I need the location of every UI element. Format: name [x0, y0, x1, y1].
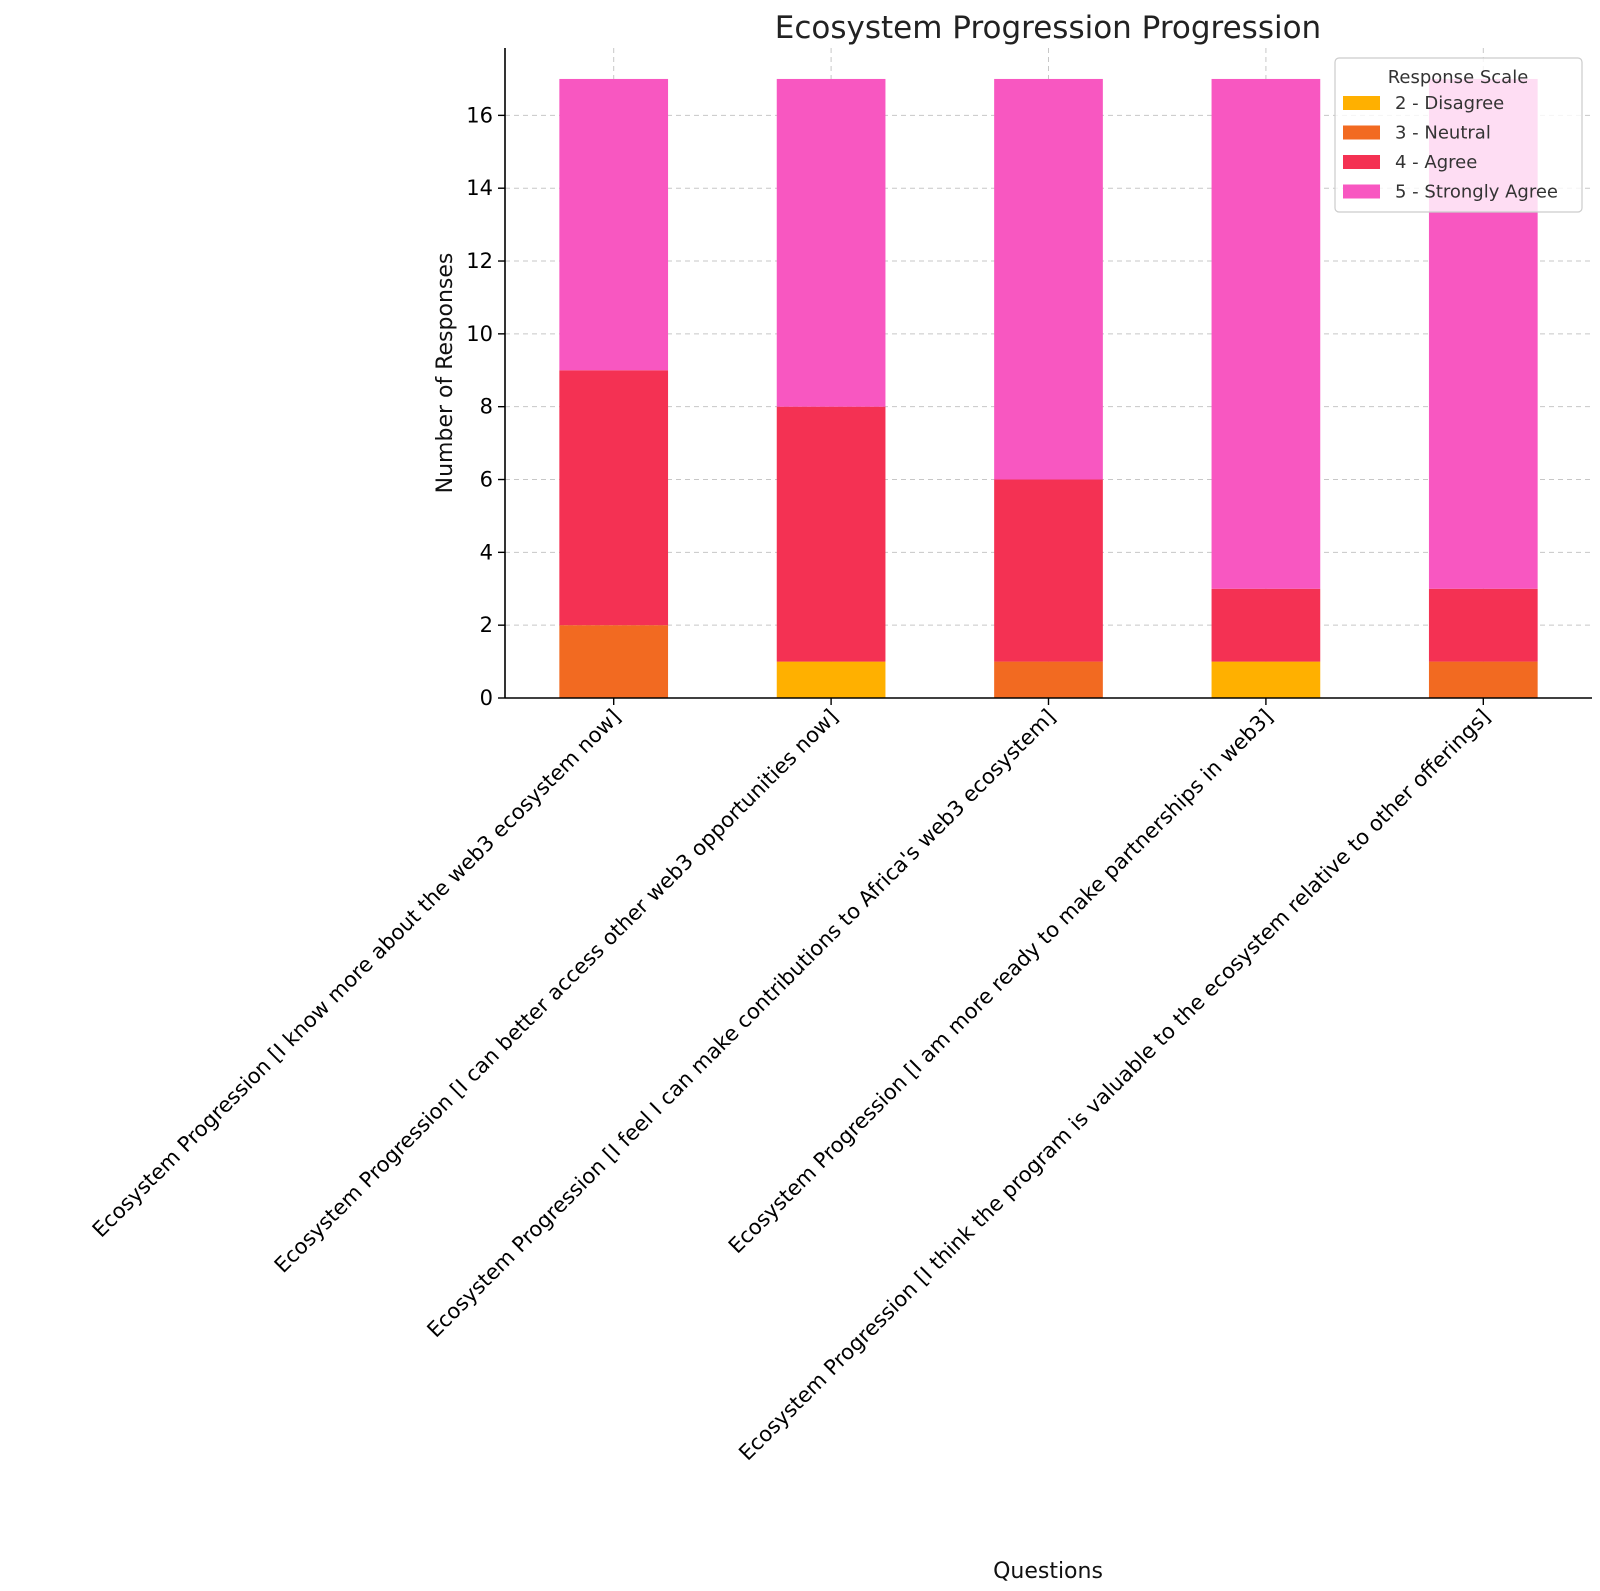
- chart-title: Ecosystem Progression Progression: [775, 10, 1321, 46]
- bar-segment: [994, 479, 1103, 662]
- bar-segment: [1211, 78, 1321, 589]
- x-tick-label: Ecosystem Progression [I know more about…: [88, 705, 626, 1243]
- bar-segment: [1428, 661, 1538, 698]
- bar-segment: [994, 661, 1103, 698]
- legend-swatch: [1343, 155, 1380, 169]
- legend-title: Response Scale: [1388, 67, 1529, 88]
- bar-segment: [559, 625, 669, 698]
- x-tick-label: Ecosystem Progression [I think the progr…: [734, 705, 1495, 1466]
- legend-label: 5 - Strongly Agree: [1395, 182, 1558, 203]
- legend-box: [1334, 57, 1583, 213]
- y-tick-label: 16: [466, 103, 493, 127]
- y-axis-label: Number of Responses: [433, 253, 458, 494]
- legend: Response Scale 2 - Disagree 3 - Neutral 4 …: [1334, 57, 1583, 213]
- bar-segment: [1211, 588, 1321, 662]
- bar-segment: [1211, 661, 1321, 698]
- legend-swatch: [1343, 125, 1380, 140]
- y-tick-label: 2: [480, 613, 493, 637]
- bar-segment: [1428, 588, 1538, 662]
- bar-segment: [559, 78, 669, 371]
- y-tick-label: 14: [466, 176, 493, 200]
- bar-segment: [776, 78, 886, 407]
- bar-segment: [776, 661, 886, 698]
- legend-items: 2 - Disagree 3 - Neutral 4 - Agree 5 - Stro…: [1343, 93, 1558, 203]
- legend-label: 3 - Neutral: [1395, 123, 1491, 144]
- x-axis-label: Questions: [993, 1559, 1103, 1584]
- bar-segment: [559, 370, 669, 626]
- y-tick-label: 6: [480, 468, 493, 492]
- legend-swatch: [1343, 184, 1380, 199]
- y-tick-label: 4: [480, 540, 493, 564]
- bar-segment: [776, 406, 886, 662]
- y-tick-label: 12: [466, 249, 493, 273]
- y-tick-label: 0: [480, 686, 493, 710]
- y-tick-label: 8: [480, 395, 493, 419]
- x-tick-label: Ecosystem Progression [I am more ready t…: [724, 705, 1278, 1259]
- y-tick-label: 10: [466, 322, 493, 346]
- x-ticks: Ecosystem Progression [I know more about…: [88, 698, 1495, 1465]
- legend-label: 4 - Agree: [1395, 152, 1477, 173]
- legend-label: 2 - Disagree: [1395, 93, 1504, 114]
- legend-swatch: [1343, 96, 1380, 110]
- bars: [559, 78, 1538, 698]
- y-ticks: 0 2 4 6 8 10 12 14 16: [466, 103, 505, 710]
- bar-segment: [994, 78, 1103, 480]
